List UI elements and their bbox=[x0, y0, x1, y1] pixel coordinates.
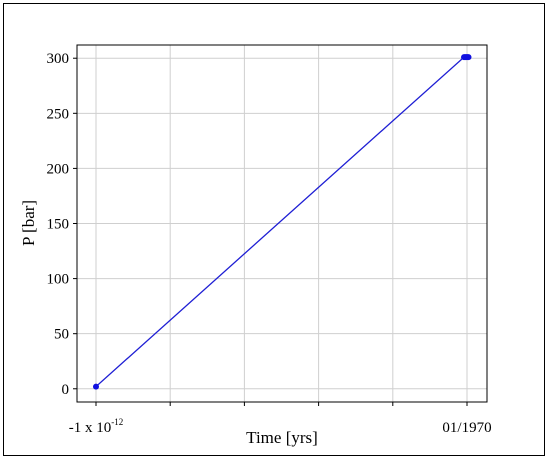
figure-frame bbox=[3, 3, 545, 456]
series bbox=[93, 54, 472, 390]
y-tick-label: 200 bbox=[47, 161, 70, 177]
y-tick-label: 0 bbox=[62, 382, 70, 398]
y-tick-label: 100 bbox=[47, 272, 70, 288]
x-axis: -1 x 10-12 01/1970 bbox=[69, 402, 492, 436]
y-tick-label: 250 bbox=[47, 106, 70, 122]
y-tick-label: 150 bbox=[47, 217, 70, 233]
y-axis-title: P [bar] bbox=[19, 200, 38, 246]
x-tick-label-right: 01/1970 bbox=[442, 420, 491, 436]
x-tick-label-left: -1 x 10-12 bbox=[69, 417, 124, 436]
grid bbox=[77, 45, 487, 402]
y-axis: 0 50 100 150 200 250 300 bbox=[47, 51, 77, 398]
y-tick-label: 50 bbox=[54, 327, 69, 343]
y-tick-label: 300 bbox=[47, 51, 70, 67]
series-line bbox=[95, 56, 469, 388]
data-point bbox=[93, 383, 99, 390]
x-axis-title: Time [yrs] bbox=[246, 428, 318, 447]
data-point bbox=[465, 54, 472, 61]
